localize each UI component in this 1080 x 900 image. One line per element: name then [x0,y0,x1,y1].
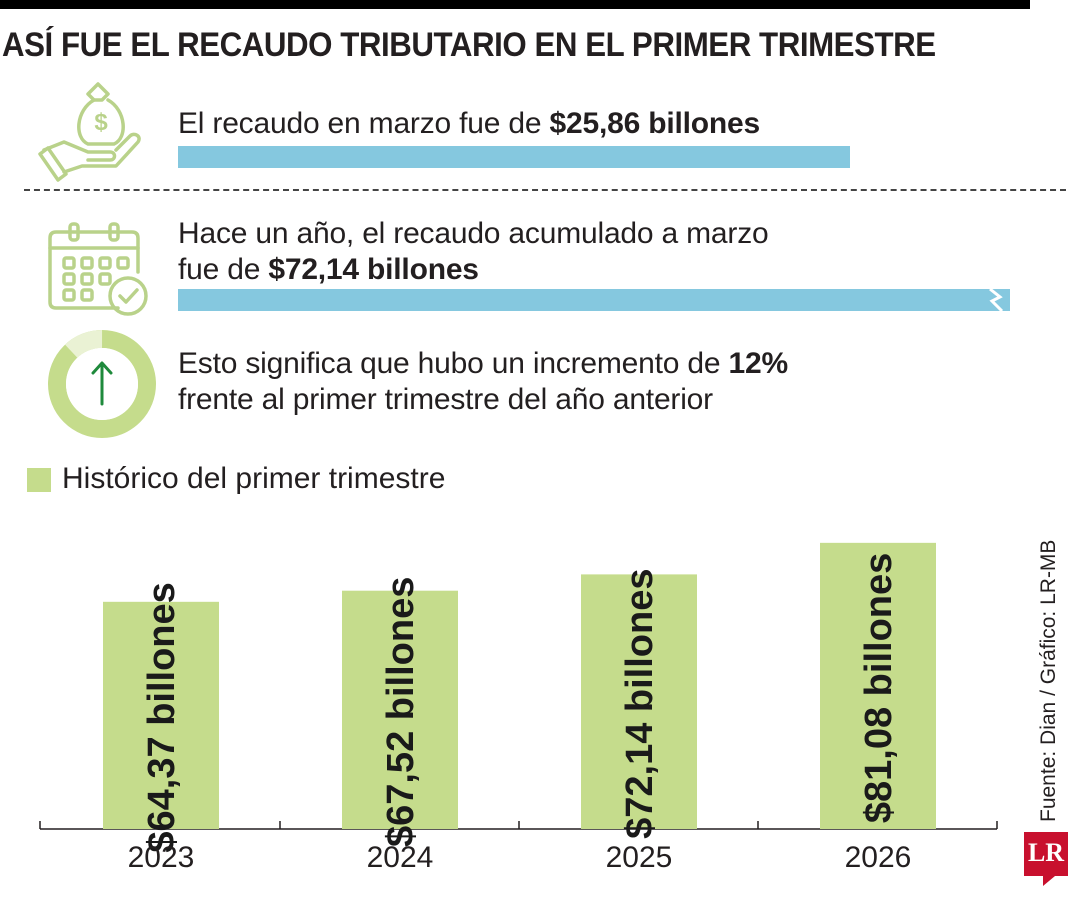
legend-label: Histórico del primer trimestre [62,462,446,495]
fact-last-year-line2: fue de $72,14 billones [178,252,769,288]
money-bag-hand-icon: $ [36,80,146,185]
fact-last-year-value: $72,14 billones [268,253,479,286]
lr-logo-text: LR [1027,838,1065,867]
fact-increase-text: Esto significa que hubo un incremento de… [178,346,788,418]
top-rule [0,0,1030,9]
x-tick-label-2025: 2025 [606,841,673,874]
bar-value-label-2024: $67,52 billones [380,577,422,847]
x-tick-label-2024: 2024 [367,841,434,874]
page-title: ASÍ FUE EL RECAUDO TRIBUTARIO EN EL PRIM… [2,26,936,64]
bar-value-label-2025: $72,14 billones [619,569,661,839]
arrow-up-donut-icon [46,328,158,440]
fact-increase-line1: Esto significa que hubo un incremento de… [178,346,788,382]
fact-last-year-text: Hace un año, el recaudo acumulado a marz… [178,216,769,288]
fact-increase-value: 12% [728,347,789,380]
fact-march-text: El recaudo en marzo fue de $25,86 billon… [178,106,760,142]
donut-slice [48,330,156,438]
fact-last-year-plain: fue de [178,253,269,286]
svg-text:$: $ [94,109,108,136]
lr-logo-tail [1043,876,1055,886]
bar-value-label-2026: $81,08 billones [858,553,900,823]
last-year-bar [178,289,1010,311]
bar-2026 [820,542,936,829]
bar-2025 [581,574,697,829]
legend-swatch [27,468,51,492]
fact-increase-line2: frente al primer trimestre del año anter… [178,383,713,416]
calendar-check-icon [48,222,152,318]
source-credit: Fuente: Dian / Gráfico: LR-MB [1037,539,1060,822]
fact-march-value: $25,86 billones [549,107,761,140]
x-tick-label-2026: 2026 [845,841,912,874]
break-marker-icon [989,289,1004,311]
dashed-divider [24,189,1066,191]
x-tick-label-2023: 2023 [128,841,195,874]
fact-march-plain: El recaudo en marzo fue de [178,107,550,140]
lr-logo: LR [1024,832,1068,876]
bar-2023 [103,601,219,829]
fact-increase-plain: Esto significa que hubo un incremento de [178,347,729,380]
fact-last-year-line1: Hace un año, el recaudo acumulado a marz… [178,217,769,250]
bar-2024 [342,590,458,829]
bar-value-label-2023: $64,37 billones [141,582,183,852]
march-bar [178,146,850,168]
